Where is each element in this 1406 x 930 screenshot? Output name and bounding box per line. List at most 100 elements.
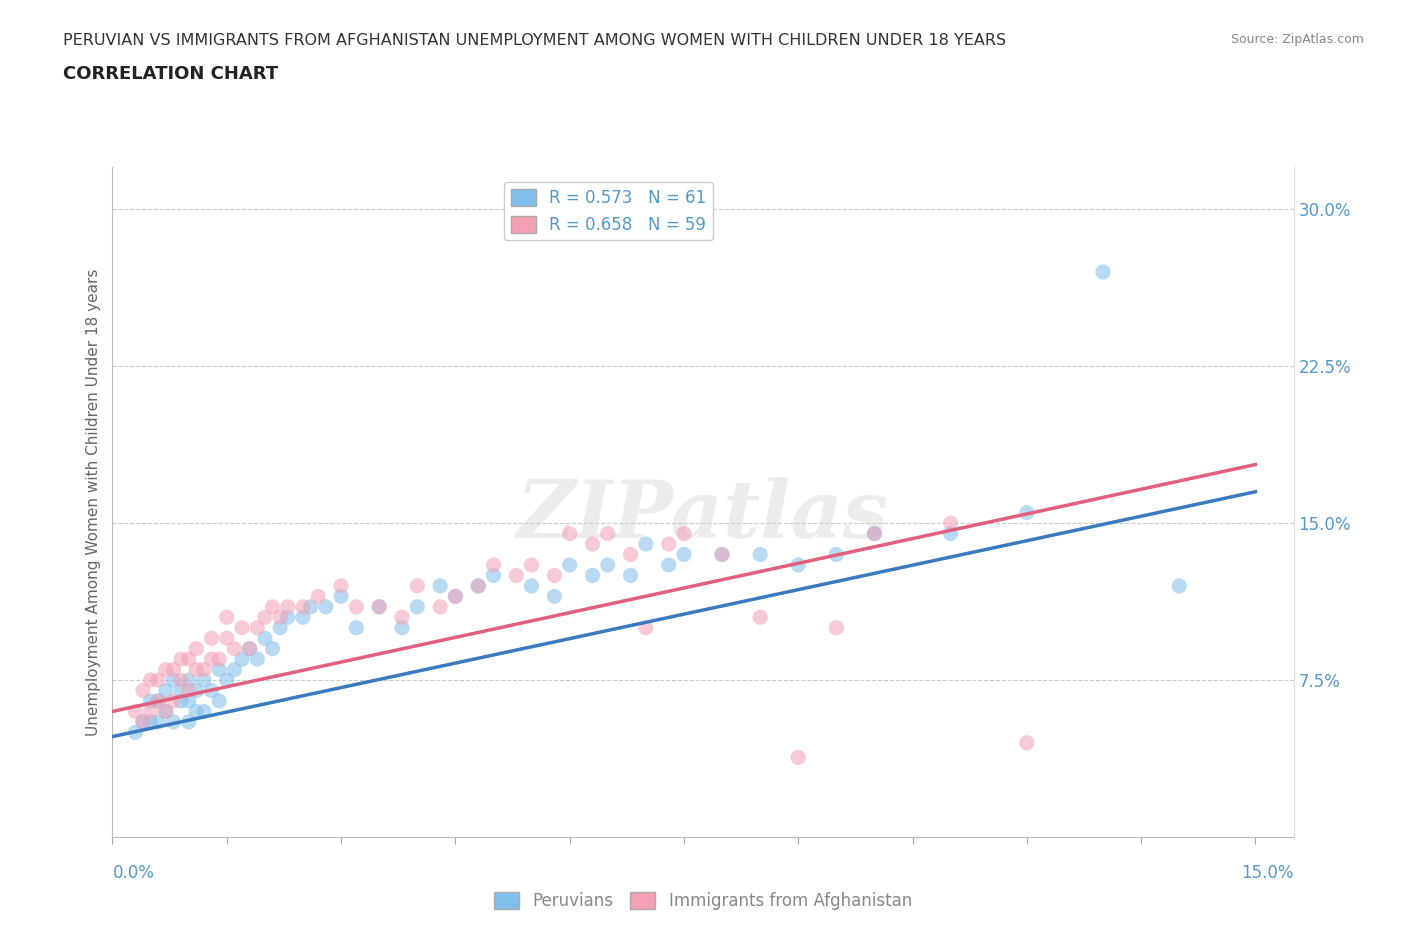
- Point: [148, 714, 170, 729]
- Point: [596, 526, 619, 541]
- Point: [277, 610, 299, 625]
- Point: [581, 568, 603, 583]
- Point: [253, 631, 276, 645]
- Point: [148, 694, 170, 709]
- Point: [262, 642, 284, 657]
- Point: [186, 662, 208, 677]
- Point: [269, 610, 291, 625]
- Point: [658, 537, 681, 551]
- Point: [139, 704, 162, 719]
- Point: [215, 610, 238, 625]
- Point: [429, 600, 451, 615]
- Point: [558, 558, 581, 573]
- Point: [139, 694, 162, 709]
- Point: [672, 547, 695, 562]
- Point: [177, 683, 200, 698]
- Point: [124, 725, 146, 740]
- Point: [482, 558, 505, 573]
- Point: [193, 672, 215, 687]
- Point: [277, 600, 299, 615]
- Point: [596, 558, 619, 573]
- Point: [863, 526, 886, 541]
- Point: [444, 589, 467, 604]
- Point: [269, 620, 291, 635]
- Point: [467, 578, 489, 593]
- Y-axis label: Unemployment Among Women with Children Under 18 years: Unemployment Among Women with Children U…: [86, 269, 101, 736]
- Point: [224, 662, 246, 677]
- Point: [558, 526, 581, 541]
- Text: PERUVIAN VS IMMIGRANTS FROM AFGHANISTAN UNEMPLOYMENT AMONG WOMEN WITH CHILDREN U: PERUVIAN VS IMMIGRANTS FROM AFGHANISTAN …: [63, 33, 1007, 47]
- Point: [787, 558, 810, 573]
- Point: [200, 652, 222, 667]
- Point: [155, 662, 177, 677]
- Point: [939, 526, 962, 541]
- Text: Source: ZipAtlas.com: Source: ZipAtlas.com: [1230, 33, 1364, 46]
- Point: [155, 704, 177, 719]
- Point: [344, 600, 367, 615]
- Point: [162, 662, 184, 677]
- Point: [177, 672, 200, 687]
- Point: [406, 600, 429, 615]
- Point: [170, 672, 193, 687]
- Point: [581, 537, 603, 551]
- Point: [749, 547, 772, 562]
- Point: [299, 600, 322, 615]
- Point: [406, 578, 429, 593]
- Point: [429, 578, 451, 593]
- Point: [391, 610, 413, 625]
- Point: [200, 683, 222, 698]
- Point: [658, 558, 681, 573]
- Point: [155, 704, 177, 719]
- Point: [749, 610, 772, 625]
- Point: [787, 750, 810, 764]
- Point: [155, 683, 177, 698]
- Point: [291, 610, 314, 625]
- Point: [132, 714, 155, 729]
- Point: [939, 516, 962, 531]
- Point: [825, 620, 848, 635]
- Point: [200, 631, 222, 645]
- Point: [162, 694, 184, 709]
- Point: [239, 642, 262, 657]
- Text: 0.0%: 0.0%: [112, 864, 155, 882]
- Point: [132, 683, 155, 698]
- Point: [193, 704, 215, 719]
- Point: [291, 600, 314, 615]
- Point: [162, 672, 184, 687]
- Point: [482, 568, 505, 583]
- Point: [620, 568, 643, 583]
- Point: [170, 652, 193, 667]
- Point: [162, 714, 184, 729]
- Text: CORRELATION CHART: CORRELATION CHART: [63, 65, 278, 83]
- Legend: R = 0.573   N = 61, R = 0.658   N = 59: R = 0.573 N = 61, R = 0.658 N = 59: [505, 182, 713, 241]
- Point: [215, 631, 238, 645]
- Point: [344, 620, 367, 635]
- Point: [139, 714, 162, 729]
- Text: ZIPatlas: ZIPatlas: [517, 477, 889, 554]
- Point: [863, 526, 886, 541]
- Point: [246, 652, 269, 667]
- Point: [634, 620, 657, 635]
- Point: [1015, 505, 1038, 520]
- Point: [224, 642, 246, 657]
- Point: [620, 547, 643, 562]
- Point: [148, 694, 170, 709]
- Point: [1168, 578, 1191, 593]
- Point: [231, 652, 253, 667]
- Point: [246, 620, 269, 635]
- Point: [315, 600, 337, 615]
- Point: [1092, 265, 1115, 280]
- Point: [177, 714, 200, 729]
- Point: [186, 704, 208, 719]
- Point: [543, 589, 565, 604]
- Point: [444, 589, 467, 604]
- Point: [520, 578, 543, 593]
- Point: [139, 672, 162, 687]
- Point: [253, 610, 276, 625]
- Point: [543, 568, 565, 583]
- Point: [467, 578, 489, 593]
- Point: [177, 652, 200, 667]
- Point: [239, 642, 262, 657]
- Point: [208, 662, 231, 677]
- Point: [711, 547, 734, 562]
